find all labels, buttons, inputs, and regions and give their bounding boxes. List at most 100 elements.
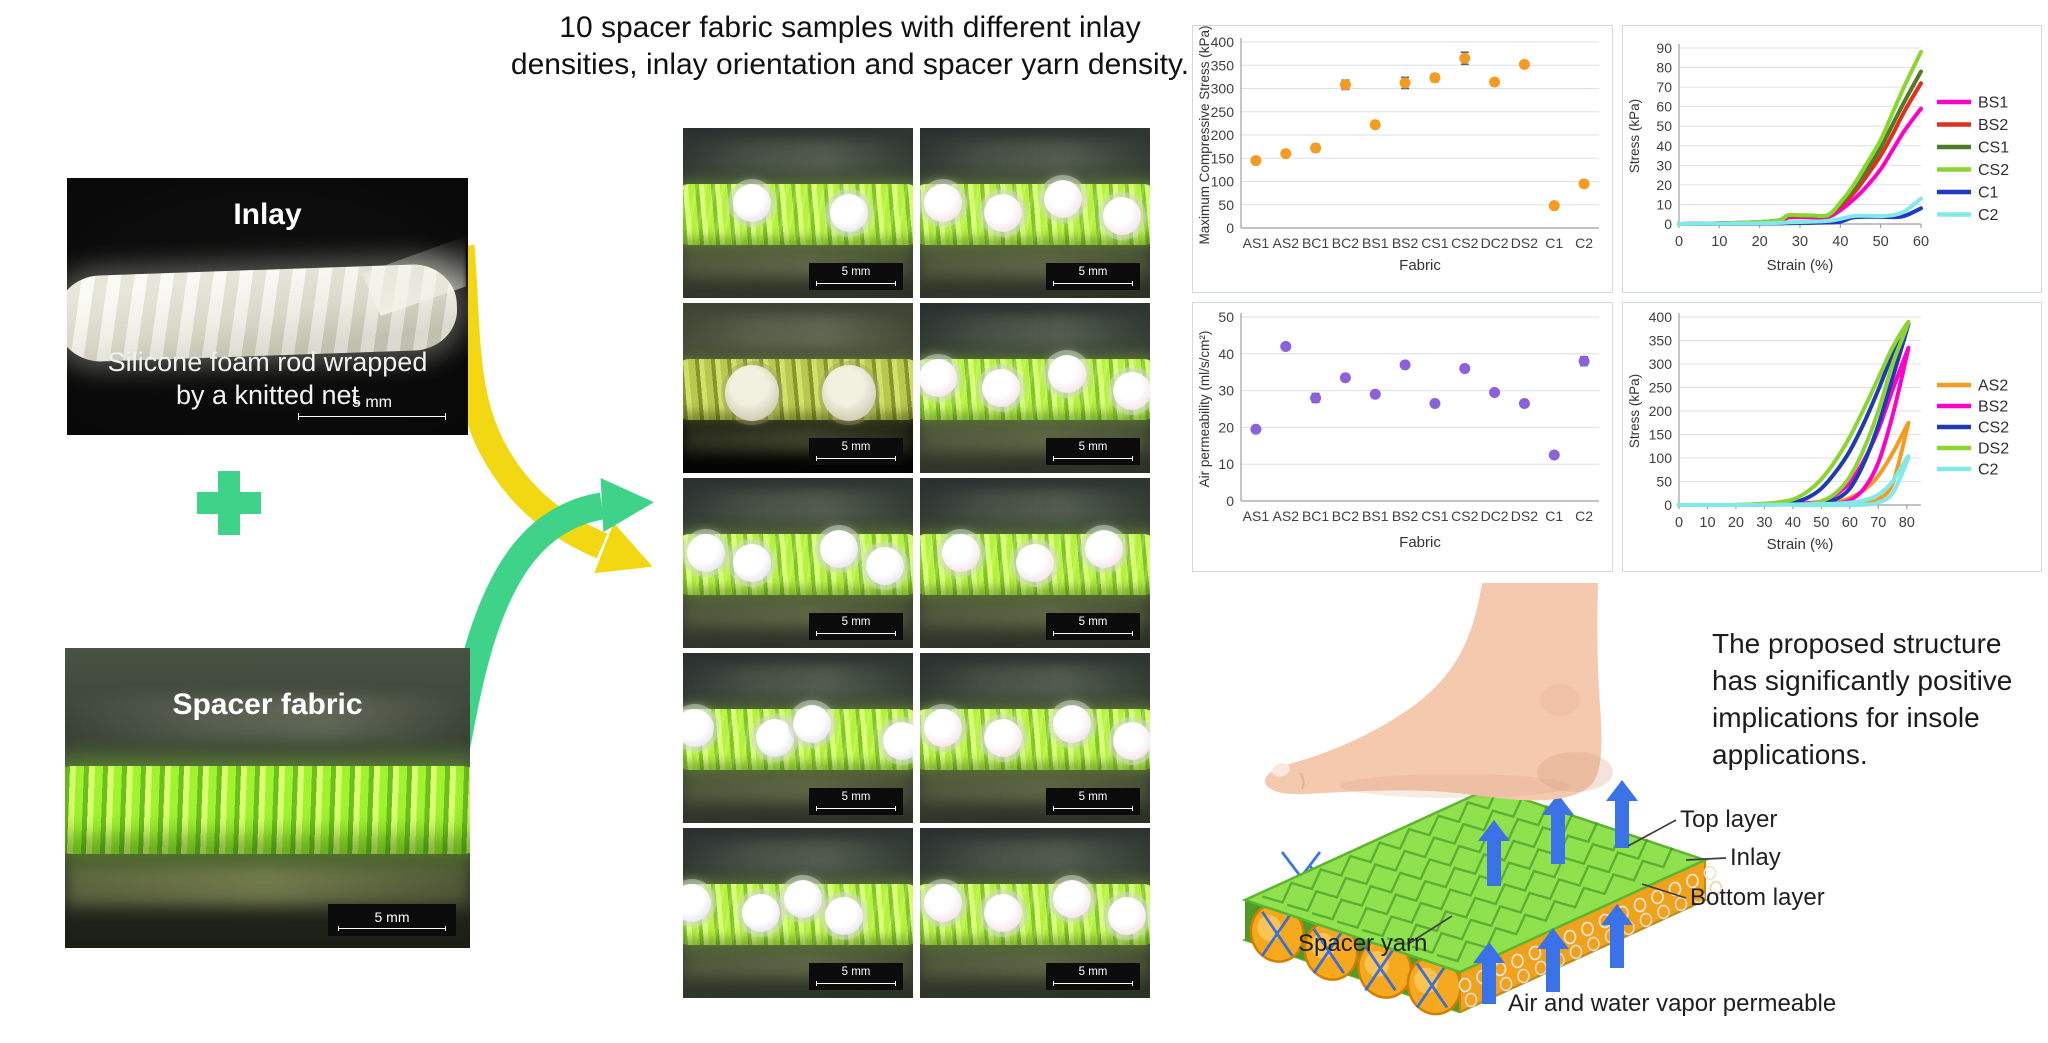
svg-text:C2: C2: [1978, 462, 1999, 479]
sample-image: 5 mm: [683, 303, 913, 473]
inlay-cross-section-art: [733, 183, 771, 222]
svg-text:0: 0: [1226, 220, 1234, 236]
svg-text:40: 40: [1785, 515, 1801, 531]
svg-text:30: 30: [1218, 383, 1234, 399]
svg-text:BS1: BS1: [1362, 508, 1389, 524]
scale-bar-label: 5 mm: [1078, 966, 1108, 979]
inlay-cross-section-art: [882, 722, 913, 761]
inlay-cross-section-art: [983, 194, 1022, 232]
svg-text:30: 30: [1656, 157, 1672, 173]
inlay-rod-ends: [1249, 902, 1462, 1016]
toenail: [1272, 763, 1290, 777]
svg-text:350: 350: [1649, 333, 1673, 349]
svg-text:C1: C1: [1545, 508, 1563, 524]
svg-text:C1: C1: [1545, 235, 1563, 251]
inlay-cross-section-art: [1048, 355, 1087, 394]
svg-text:BS1: BS1: [1978, 95, 2008, 112]
conclusion-caption: The proposed structure has significantly…: [1712, 628, 2013, 770]
sample-image: 5 mm: [920, 653, 1150, 823]
svg-text:C2: C2: [1575, 508, 1593, 524]
sample-image: 5 mm: [920, 828, 1150, 998]
svg-text:CS1: CS1: [1421, 508, 1448, 524]
foam-ball-art: [725, 365, 779, 421]
scale-bar-label: 5 mm: [352, 393, 392, 411]
svg-text:Air permeability (ml/s/cm²): Air permeability (ml/s/cm²): [1197, 331, 1212, 488]
svg-text:400: 400: [1649, 309, 1673, 325]
svg-text:350: 350: [1211, 57, 1235, 73]
top-layer-label: Top layer: [1680, 806, 1778, 833]
svg-text:BS2: BS2: [1392, 508, 1419, 524]
sample-image: 5 mm: [920, 128, 1150, 298]
inlay-photo: Inlay Silicone foam rod wrapped by a kni…: [67, 178, 468, 435]
inlay-cross-section-art: [1112, 722, 1150, 761]
svg-text:Strain (%): Strain (%): [1767, 257, 1834, 274]
inlay-cross-section-art: [866, 547, 905, 586]
svg-text:BC2: BC2: [1332, 235, 1359, 251]
svg-text:0: 0: [1664, 497, 1672, 513]
svg-text:400: 400: [1211, 34, 1235, 50]
svg-text:AS2: AS2: [1273, 235, 1300, 251]
svg-text:C2: C2: [1978, 207, 1999, 224]
inlay-cross-section-art: [1085, 530, 1123, 569]
svg-text:AS2: AS2: [1273, 508, 1300, 524]
inlay-cross-section-art: [924, 708, 962, 747]
max-compressive-stress-chart-panel: 0 50 100 150 200 250 300 350 400 Maximum Compress…: [1192, 25, 1613, 293]
inlay-cross-section-art: [1112, 372, 1150, 411]
svg-text:CS2: CS2: [1451, 235, 1478, 251]
svg-text:40: 40: [1218, 346, 1234, 362]
fabric-schematic: [1241, 780, 1727, 1016]
sample-image: 5 mm: [683, 828, 913, 998]
svg-text:200: 200: [1649, 403, 1673, 419]
scale-bar: 5 mm: [292, 389, 452, 425]
samples-title: 10 spacer fabric samples with different …: [510, 11, 1190, 81]
svg-text:10: 10: [1699, 515, 1715, 531]
foam-ball-art: [821, 365, 876, 421]
svg-text:DS2: DS2: [1978, 441, 2009, 458]
inlay-cross-section-art: [829, 194, 868, 232]
svg-text:AS1: AS1: [1243, 235, 1270, 251]
svg-text:50: 50: [1813, 515, 1829, 531]
svg-text:Stress (kPa): Stress (kPa): [1627, 99, 1642, 173]
scale-bar: 5 mm: [1046, 963, 1140, 990]
yellow-arrow: [447, 244, 653, 574]
sample-image: 5 mm: [683, 128, 913, 298]
inlay-cross-section-art: [1016, 544, 1054, 582]
svg-text:CS1: CS1: [1978, 140, 2009, 157]
scale-bar: 5 mm: [809, 963, 903, 990]
svg-text:50: 50: [1218, 197, 1234, 213]
scale-bar-label: 5 mm: [841, 616, 871, 629]
inlay-cross-section-art: [983, 894, 1022, 932]
fabric-band-art: [683, 184, 913, 246]
svg-text:DS2: DS2: [1511, 235, 1538, 251]
svg-text:90: 90: [1656, 40, 1672, 56]
permeable-label: Air and water vapor permeable: [1508, 990, 1837, 1017]
svg-text:CS1: CS1: [1421, 235, 1448, 251]
svg-text:Stress (kPa): Stress (kPa): [1627, 374, 1642, 448]
inlay-cross-section-art: [981, 369, 1020, 407]
svg-text:30: 30: [1756, 515, 1772, 531]
sample-image: 5 mm: [683, 653, 913, 823]
svg-text:10: 10: [1656, 196, 1672, 212]
foot-shape: [1264, 583, 1602, 801]
inlay-photo-caption: Silicone foam rod wrapped by a knitted n…: [107, 346, 428, 411]
svg-text:CS2: CS2: [1978, 420, 2009, 437]
scale-bar: 5 mm: [1046, 263, 1140, 290]
knitted-net-pattern: [1458, 865, 1723, 1008]
svg-text:CS2: CS2: [1451, 508, 1478, 524]
inlay-cross-section-art: [820, 530, 859, 569]
inlay-cross-section-art: [1108, 897, 1146, 936]
inlay-cross-section-art: [742, 894, 781, 932]
svg-text:DC2: DC2: [1481, 235, 1509, 251]
svg-text:BS2: BS2: [1392, 235, 1419, 251]
scale-bar-label: 5 mm: [1078, 791, 1108, 804]
svg-text:50: 50: [1656, 474, 1672, 490]
svg-text:BC1: BC1: [1302, 235, 1329, 251]
inlay-cross-section-art: [924, 183, 962, 222]
scale-bar: 5 mm: [1046, 438, 1140, 465]
svg-text:60: 60: [1913, 234, 1929, 250]
inlay-cross-section-art: [825, 897, 863, 936]
svg-text:300: 300: [1649, 356, 1673, 372]
svg-text:80: 80: [1899, 515, 1915, 531]
